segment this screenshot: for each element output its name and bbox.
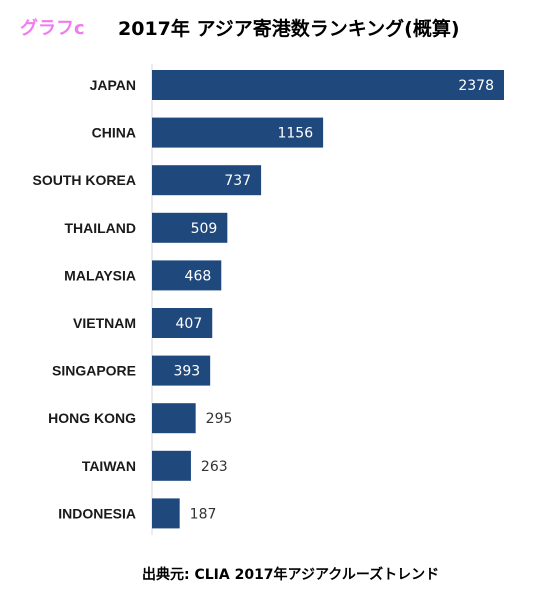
source-note: 出典元: CLIA 2017年アジアクルーズトレンド [142, 567, 440, 583]
category-label-taiwan: TAIWAN [82, 458, 136, 474]
bar-south-korea [152, 165, 262, 196]
category-label-japan: JAPAN [90, 77, 136, 93]
bar-singapore [152, 355, 211, 386]
value-label-singapore: 393 [173, 364, 200, 380]
category-label-china: CHINA [92, 125, 136, 141]
bar-japan [152, 70, 504, 100]
value-label-hong-kong: 295 [206, 411, 233, 427]
bar-china [152, 117, 324, 148]
bar-indonesia [152, 498, 180, 529]
category-label-thailand: THAILAND [64, 220, 136, 236]
graph-label: グラフc [20, 18, 85, 39]
category-label-hong-kong: HONG KONG [48, 410, 136, 426]
chart-header: グラフc 2017年 アジア寄港数ランキング(概算) [0, 0, 543, 50]
value-label-malaysia: 468 [185, 268, 212, 284]
value-label-indonesia: 187 [190, 506, 217, 522]
value-label-thailand: 509 [191, 221, 218, 237]
category-label-vietnam: VIETNAM [73, 315, 136, 331]
bar-vietnam [152, 308, 213, 338]
bar-malaysia [152, 260, 222, 291]
bar-taiwan [152, 450, 191, 481]
chart-title: 2017年 アジア寄港数ランキング(概算) [118, 18, 460, 40]
bar-thailand [152, 212, 228, 243]
category-label-malaysia: MALAYSIA [64, 267, 136, 283]
value-label-japan: 2378 [458, 78, 494, 94]
category-label-indonesia: INDONESIA [58, 505, 136, 521]
value-label-china: 1156 [277, 126, 313, 142]
value-label-vietnam: 407 [176, 316, 203, 332]
bar-hong-kong [152, 403, 196, 434]
value-label-taiwan: 263 [201, 459, 228, 475]
category-label-singapore: SINGAPORE [52, 363, 136, 379]
category-label-south-korea: SOUTH KOREA [33, 172, 136, 188]
bar-chart: JAPAN 2378 CHINA 1156 SOUTH KOREA 737 THAILAND… [33, 64, 504, 535]
value-label-south-korea: 737 [224, 173, 251, 189]
